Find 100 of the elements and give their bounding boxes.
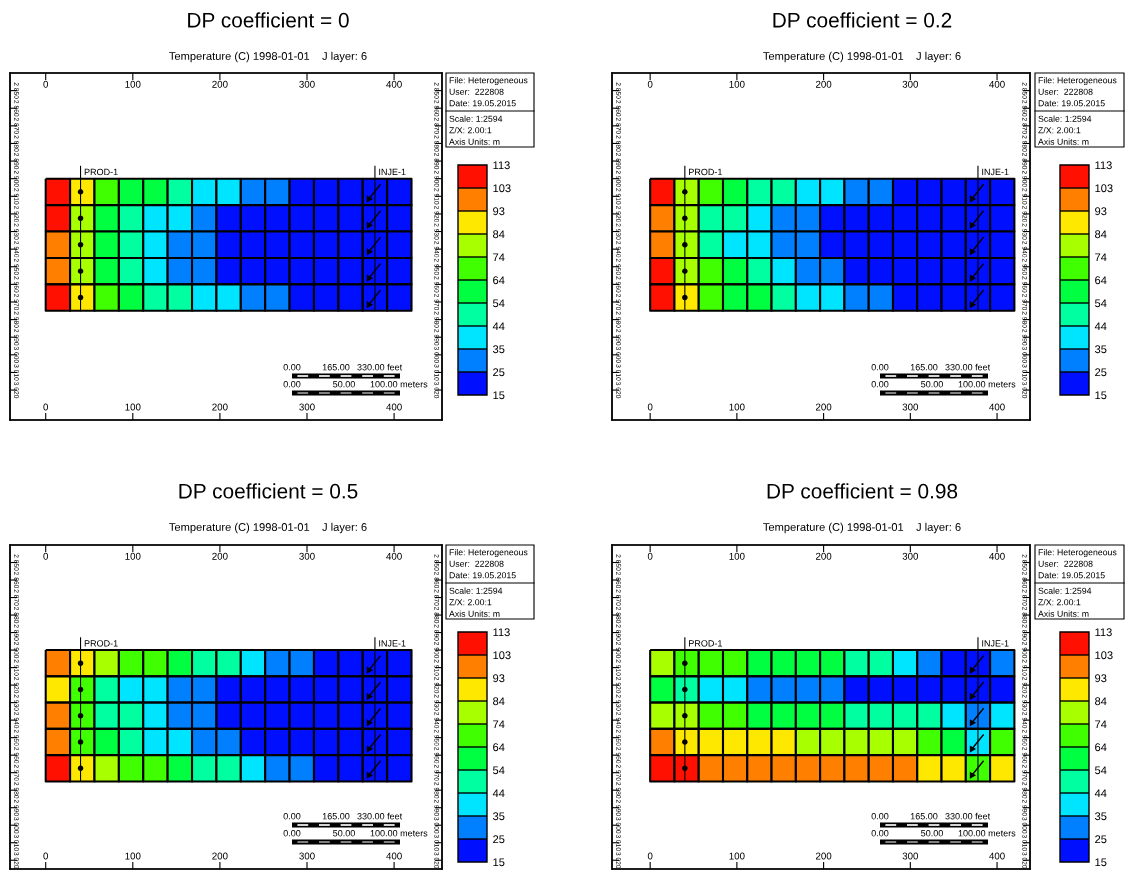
color-bar-label: 84 [1095,697,1107,706]
annotation: 50.00 [333,381,355,388]
x-tick-label: 400 [386,403,402,411]
x-tick-label: 200 [212,403,228,411]
color-bar-label: 93 [493,674,505,683]
text: User: 222808 [449,88,504,95]
x2-tick-label: 400 [386,552,402,560]
text: Axis Units: m [1038,610,1089,617]
x2-tick-label: 100 [125,80,141,88]
x2-tick-label: 0 [647,80,653,88]
color-bar-label: 35 [492,345,505,354]
text: Date: 19.05.2015 [1038,572,1105,579]
color-bar-label: 64 [1095,743,1107,752]
text: Z/X: 2.00:1 [1038,126,1081,134]
annotation: 0.00 [871,813,889,820]
annotation: 0.00 [283,381,301,388]
x2-tick-label: 100 [125,552,141,560]
x-tick-label: 400 [386,852,402,860]
text: Axis Units: m [449,138,500,145]
text: Scale: 1:2594 [449,587,503,594]
color-bar-label: 84 [493,230,505,239]
color-bar-label: 35 [1094,812,1107,821]
x2-tick-label: 0 [43,80,49,88]
annotation: 0.00 [283,364,301,371]
color-bar-label: 25 [1095,368,1107,377]
chart-title: DP coefficient = 0.98 [767,483,958,499]
x-tick-label: 400 [989,852,1005,860]
color-bar-label: 93 [1095,674,1107,683]
x-tick-label: 300 [902,852,919,860]
annotation: 165.00 [322,364,350,371]
text: Scale: 1:2594 [1038,587,1092,594]
color-bar-label: 103 [1095,651,1113,660]
annotation: 330.00 feet [945,363,991,371]
text: File: Heterogeneous [449,548,528,558]
annotation: 0.00 [283,813,301,820]
x2-tick-label: 200 [815,552,832,560]
x2-tick-label: 200 [212,80,228,88]
x-tick-label: 300 [299,852,315,860]
annotation: 100.00 meters [370,381,428,388]
text: Axis Units: m [1038,138,1089,145]
chart-title: DP coefficient = 0.2 [773,12,952,28]
x-tick-label: 300 [299,403,315,411]
color-bar-label: 103 [1095,184,1113,193]
x-tick-label: 0 [43,852,49,860]
color-bar-label: 113 [1095,161,1112,170]
x2-tick-label: 300 [299,552,315,560]
color-bar-label: 113 [493,628,510,637]
x2-tick-label: 100 [729,80,745,88]
color-bar-label: 74 [493,253,505,262]
x2-tick-label: 100 [729,552,745,560]
color-bar-label: 84 [1095,230,1107,239]
annotation: 165.00 [322,813,350,820]
color-bar-label: 25 [493,835,505,844]
chart-subtitle: Temperature (C) 1998-01-01 J layer: 6 [763,522,961,534]
annotation: 330.00 feet [357,812,403,820]
color-bar-label: 64 [1095,276,1107,285]
color-bar-label: 25 [1095,835,1107,844]
annotation: PROD-1 [84,168,118,176]
annotation: 0.00 [871,381,889,388]
chart-subtitle: Temperature (C) 1998-01-01 J layer: 6 [763,51,961,63]
x-tick-label: 300 [902,403,919,411]
x2-tick-label: 300 [902,552,919,560]
chart-title: DP coefficient = 0.5 [179,483,358,499]
color-bar-label: 15 [493,391,505,400]
color-bar-label: 54 [1095,766,1107,775]
color-bar-label: 54 [493,299,505,308]
color-bar-label: 93 [493,207,505,216]
annotation: 0.00 [871,830,889,837]
color-bar-label: 74 [1095,253,1107,262]
x2-tick-label: 300 [902,80,919,88]
annotation: 165.00 [910,364,938,371]
annotation: 100.00 meters [370,830,428,837]
color-bar-label: 44 [492,322,505,331]
annotation: INJE-1 [982,640,1009,647]
x-tick-label: 200 [212,852,228,860]
annotation: 50.00 [333,830,355,837]
annotation: 50.00 [921,381,943,388]
color-bar-label: 15 [493,858,505,867]
color-bar-label: 74 [493,720,505,729]
color-bar-label: 35 [1094,345,1107,354]
color-bar-label: 84 [493,697,505,706]
chart-subtitle: Temperature (C) 1998-01-01 J layer: 6 [169,51,367,63]
annotation: 330.00 feet [357,363,403,371]
color-bar-label: 93 [1095,207,1107,216]
x2-tick-label: 200 [815,80,832,88]
color-bar-label: 113 [1095,628,1112,637]
annotation: INJE-1 [379,168,406,176]
text: User: 222808 [1038,88,1093,95]
text: Z/X: 2.00:1 [1038,598,1081,606]
x-tick-label: 0 [647,403,653,411]
text: File: Heterogeneous [449,76,528,86]
annotation: PROD-1 [689,168,722,176]
color-bar-label: 54 [493,766,505,775]
annotation: INJE-1 [379,640,406,647]
color-bar-label: 74 [1095,720,1107,729]
color-bar-label: 64 [493,276,505,285]
x2-tick-label: 400 [989,80,1005,88]
x2-tick-label: 0 [43,552,49,560]
color-bar-label: 25 [493,368,505,377]
text: Z/X: 2.00:1 [449,126,492,134]
